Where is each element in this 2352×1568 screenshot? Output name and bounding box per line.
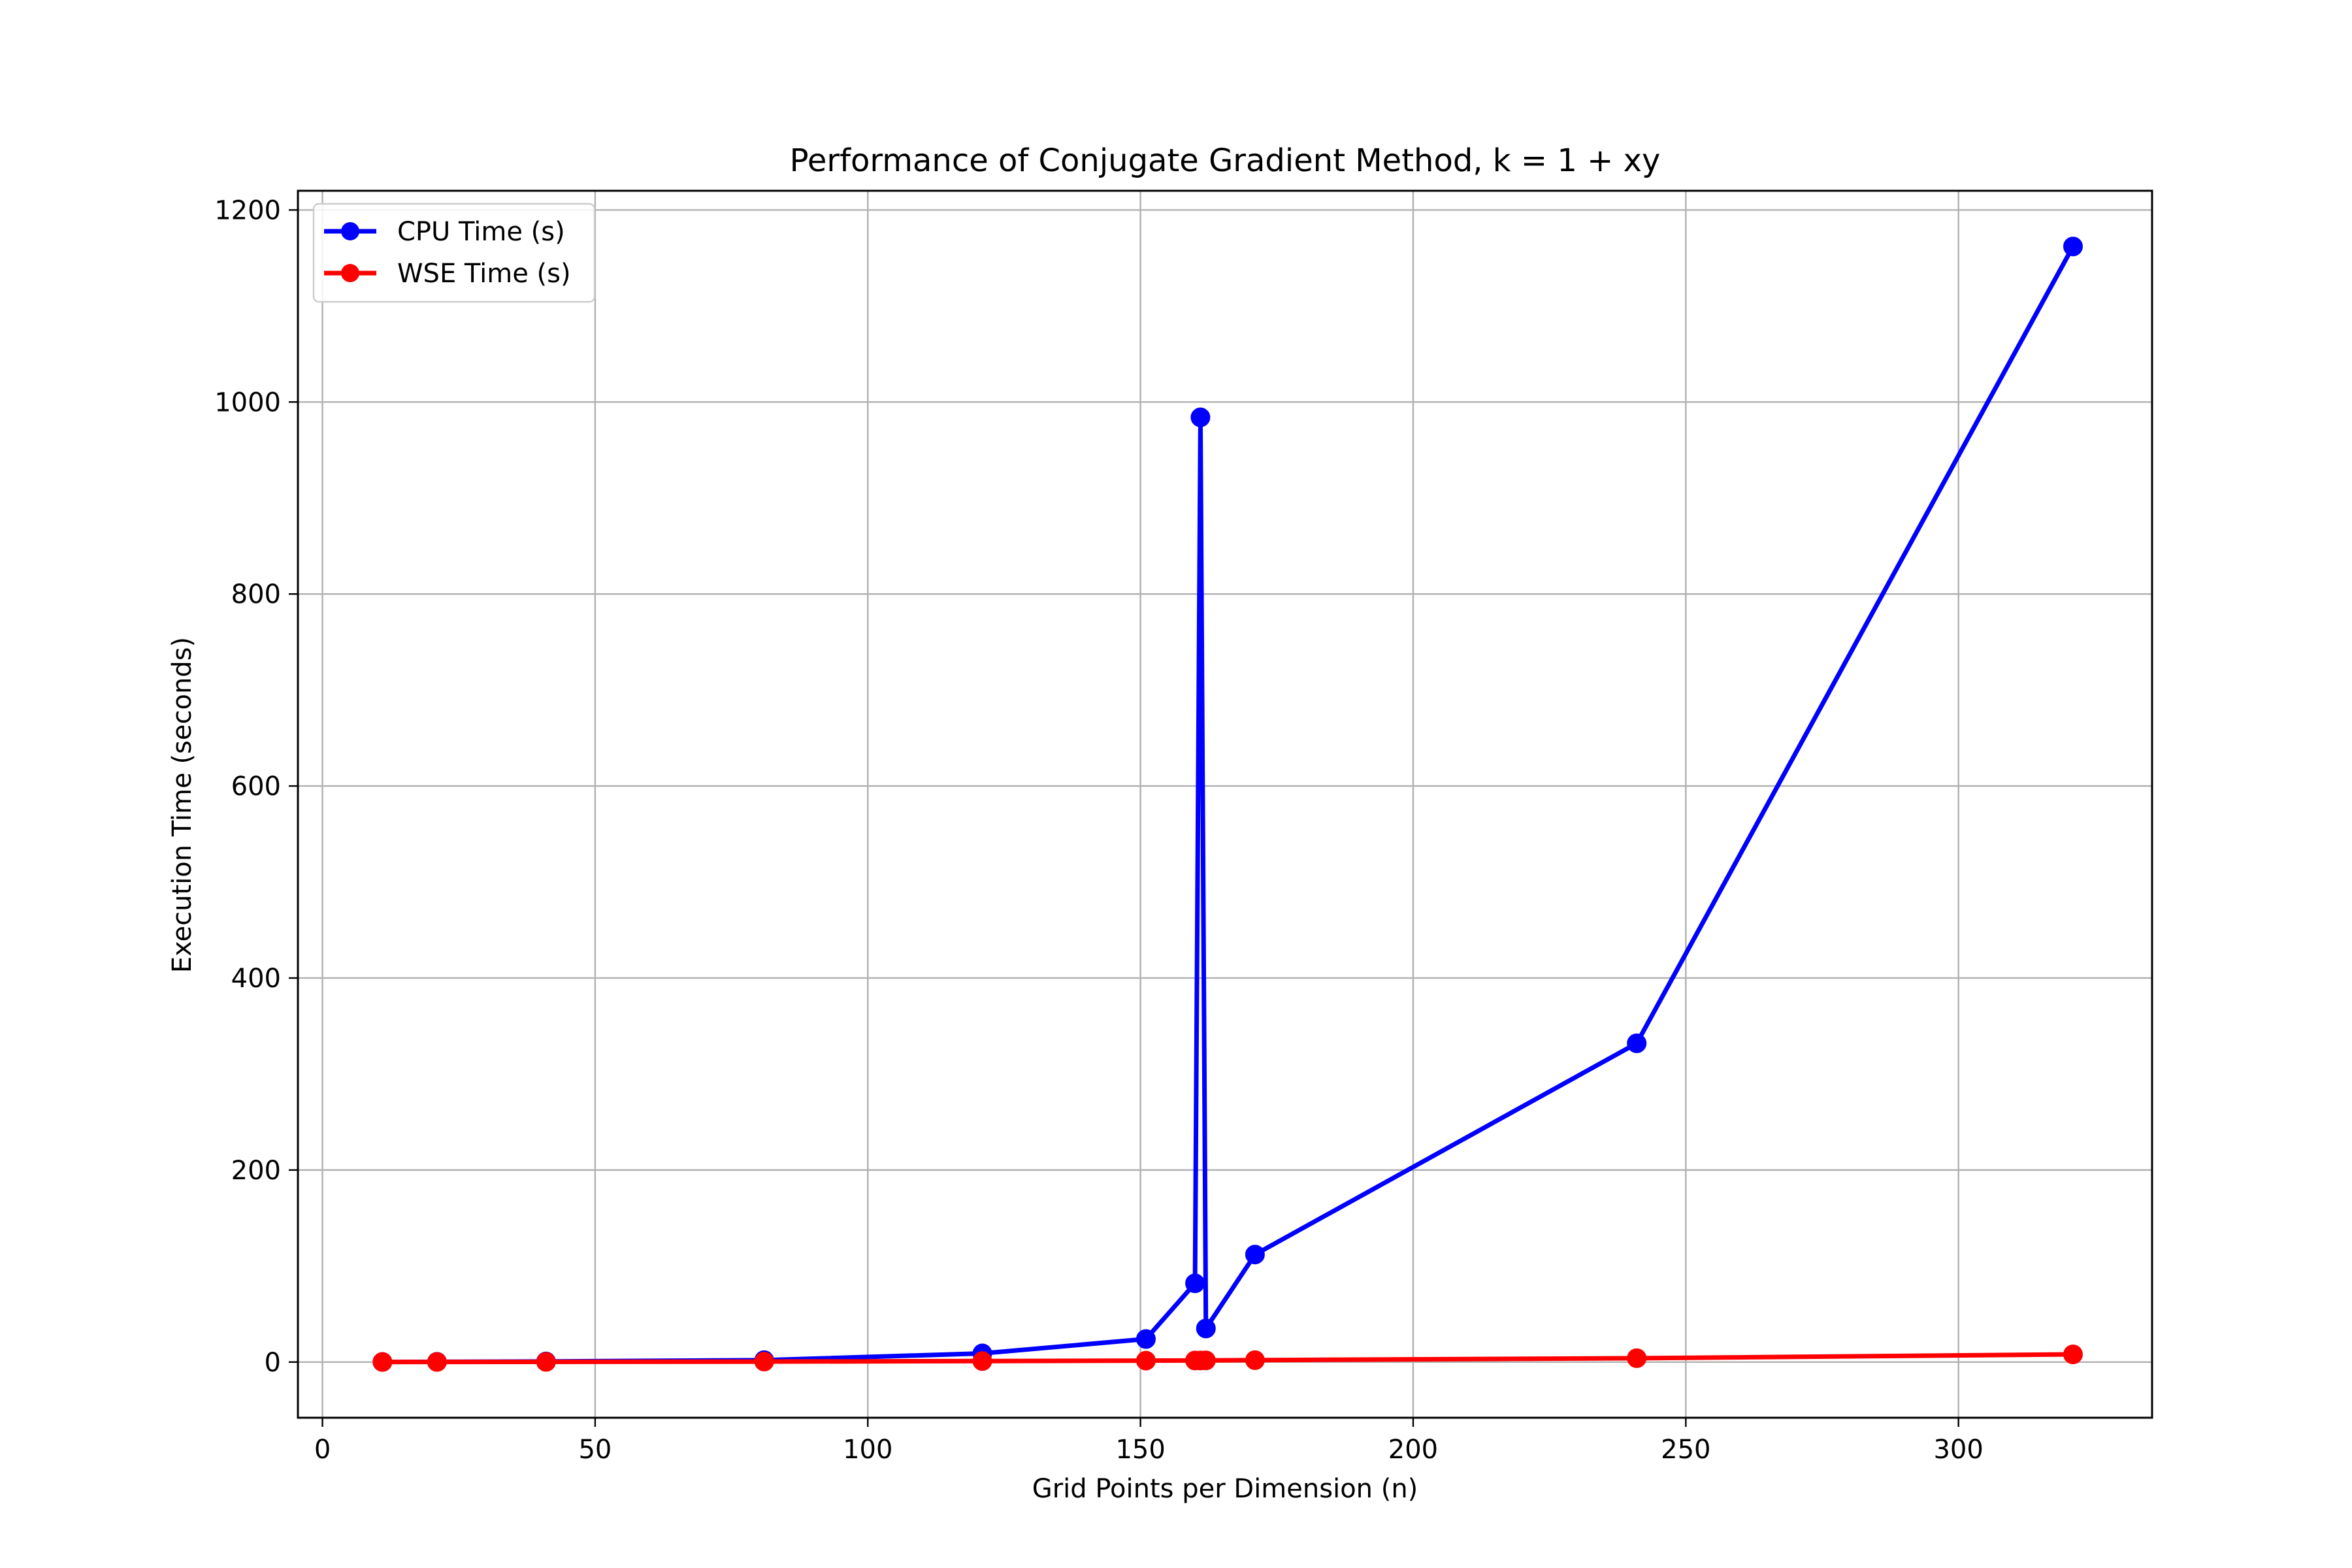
x-tick-label: 100 bbox=[843, 1435, 892, 1465]
data-point bbox=[1185, 1273, 1205, 1294]
x-tick-label: 250 bbox=[1661, 1435, 1710, 1465]
y-tick-label: 400 bbox=[231, 964, 281, 994]
data-point bbox=[372, 1352, 393, 1372]
x-tick-label: 200 bbox=[1388, 1435, 1438, 1465]
legend-marker-swatch bbox=[341, 264, 359, 282]
legend-label: WSE Time (s) bbox=[397, 259, 571, 289]
legend: CPU Time (s) WSE Time (s) bbox=[312, 203, 596, 303]
data-point bbox=[1627, 1348, 1647, 1368]
y-tick-label: 1000 bbox=[214, 387, 281, 417]
data-point bbox=[754, 1352, 774, 1372]
data-point bbox=[1196, 1318, 1216, 1339]
y-tick-label: 1200 bbox=[214, 195, 281, 225]
legend-entry: CPU Time (s) bbox=[324, 217, 565, 247]
data-point bbox=[1190, 407, 1211, 427]
y-tick-label: 600 bbox=[231, 772, 281, 802]
chart-title: Performance of Conjugate Gradient Method… bbox=[790, 142, 1661, 179]
x-tick-label: 300 bbox=[1933, 1435, 1983, 1465]
series-layer bbox=[372, 237, 2083, 1372]
legend-box bbox=[312, 203, 596, 303]
legend-entry: WSE Time (s) bbox=[324, 259, 571, 289]
y-tick-label: 800 bbox=[231, 580, 281, 610]
x-tick-label: 50 bbox=[578, 1435, 612, 1465]
data-point bbox=[1196, 1350, 1216, 1371]
y-tick-label: 200 bbox=[231, 1156, 281, 1186]
x-axis-label: Grid Points per Dimension (n) bbox=[1032, 1474, 1418, 1504]
data-point bbox=[1135, 1329, 1156, 1349]
legend-label: CPU Time (s) bbox=[397, 217, 565, 247]
y-tick-label: 0 bbox=[265, 1348, 281, 1378]
data-point bbox=[1135, 1350, 1156, 1371]
series-line bbox=[380, 1352, 2076, 1365]
axes: 0 50 100 150 200 250 300 0 200 400 600 800 1000 1200 bbox=[214, 195, 1984, 1465]
y-axis-label: Execution Time (seconds) bbox=[167, 637, 197, 973]
data-point bbox=[2063, 237, 2083, 257]
data-point bbox=[1627, 1033, 1647, 1053]
data-point bbox=[972, 1351, 992, 1371]
data-point bbox=[1245, 1245, 1265, 1265]
data-point bbox=[536, 1352, 556, 1372]
series-wse-time bbox=[372, 1345, 2083, 1372]
plot-area-frame bbox=[297, 189, 2153, 1419]
data-point bbox=[2063, 1345, 2083, 1365]
x-tick-label: 150 bbox=[1115, 1435, 1165, 1465]
data-point bbox=[1245, 1350, 1265, 1370]
x-tick-label: 0 bbox=[314, 1435, 331, 1465]
data-point bbox=[427, 1352, 447, 1372]
legend-marker-swatch bbox=[341, 222, 359, 240]
